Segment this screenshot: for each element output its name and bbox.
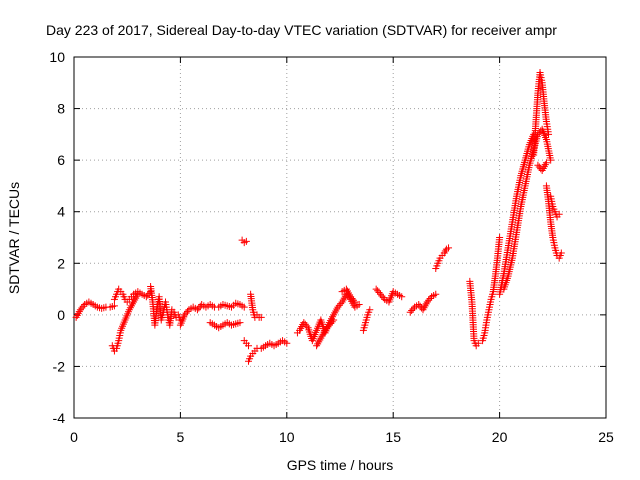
data-point (355, 301, 363, 309)
x-tick-label: 25 (598, 429, 614, 445)
chart-title: Day 223 of 2017, Sidereal Day-to-day VTE… (46, 22, 557, 38)
data-point (425, 296, 433, 304)
x-tick-label: 15 (385, 429, 401, 445)
data-point (376, 290, 384, 298)
y-tick-label: 10 (49, 49, 65, 65)
y-tick-label: 0 (57, 307, 65, 323)
data-point (183, 307, 191, 315)
data-point (283, 339, 291, 347)
y-tick-label: 8 (57, 101, 65, 117)
grid (74, 57, 606, 418)
data-point (557, 249, 565, 257)
data-point (348, 295, 356, 303)
data-point (181, 311, 189, 319)
y-tick-label: -2 (53, 358, 66, 374)
axis-ticks (73, 56, 607, 419)
data-point (334, 303, 342, 311)
y-tick-label: 2 (57, 255, 65, 271)
data-point (398, 293, 406, 301)
data-point (76, 306, 84, 314)
data-point (321, 326, 329, 334)
data-point (193, 306, 201, 314)
data-point (110, 302, 118, 310)
data-point (445, 244, 453, 252)
data-point (182, 309, 190, 317)
data-point (426, 295, 434, 303)
data-point (547, 156, 555, 164)
data-point (542, 159, 550, 167)
plot-frame (73, 56, 607, 419)
data-point (375, 289, 383, 297)
data-point (474, 339, 482, 347)
y-tick-label: 4 (57, 204, 65, 220)
data-point (303, 322, 311, 330)
data-point (545, 130, 553, 138)
data-point (327, 319, 335, 327)
data-point (244, 342, 252, 350)
tick-labels: 0 5 10 15 20 25 -4 -2 0 2 4 6 8 10 (49, 49, 614, 445)
data-point (432, 290, 440, 298)
data-point (366, 306, 374, 314)
data-point (240, 303, 248, 311)
data-point (323, 325, 331, 333)
data-point (415, 301, 423, 309)
data-point (408, 307, 416, 315)
data-point (257, 313, 265, 321)
data-point (236, 319, 244, 327)
data-point (409, 305, 417, 313)
data-point (351, 298, 359, 306)
data-point (324, 323, 332, 331)
data-point (328, 318, 336, 326)
data-point (441, 247, 449, 255)
data-point (379, 294, 387, 302)
data-point (337, 300, 345, 308)
x-axis-label: GPS time / hours (287, 457, 394, 473)
data-point (325, 321, 333, 329)
data-point (378, 292, 386, 300)
data-point (496, 234, 504, 241)
data-point (347, 293, 355, 301)
data-point (78, 304, 86, 312)
data-point (195, 304, 203, 312)
data-point (555, 210, 563, 218)
x-tick-label: 10 (279, 429, 295, 445)
data-point (534, 161, 542, 169)
y-tick-label: 6 (57, 152, 65, 168)
data-point (301, 320, 309, 328)
data-point (335, 301, 343, 309)
x-tick-label: 0 (70, 429, 78, 445)
data-point (423, 298, 431, 306)
data-point (142, 293, 150, 301)
data-point (374, 287, 382, 295)
data-point (330, 316, 338, 324)
data-point (372, 285, 380, 293)
data-point (242, 237, 250, 245)
data-point (300, 319, 308, 327)
y-tick-label: -4 (53, 410, 66, 426)
data-point (79, 302, 87, 310)
y-axis-label: SDTVAR / TECUs (6, 182, 22, 294)
x-tick-label: 20 (492, 429, 508, 445)
data-point (406, 308, 414, 316)
data-point (349, 296, 357, 304)
data-marks (72, 68, 565, 365)
x-tick-label: 5 (177, 429, 185, 445)
